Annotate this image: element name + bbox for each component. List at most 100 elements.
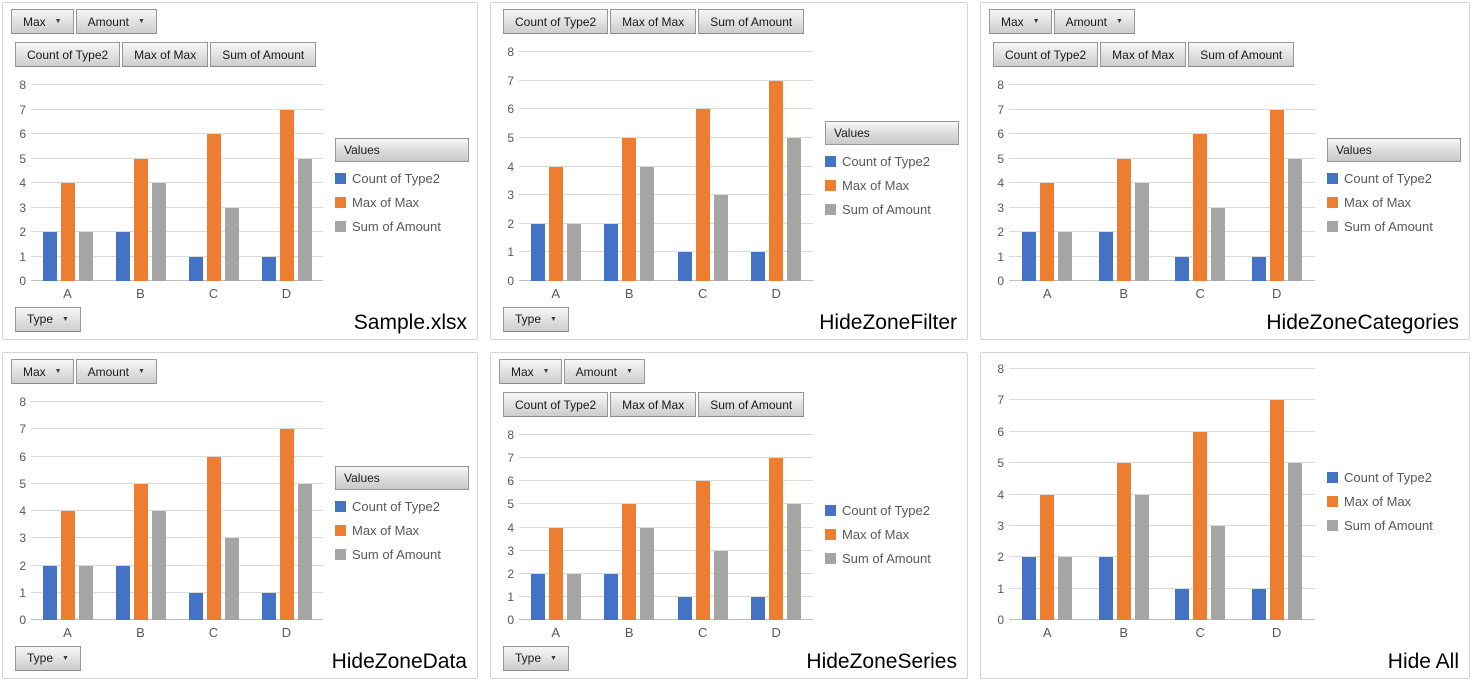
bar-max-of-max [548,166,563,281]
legend-label: Count of Type2 [352,498,440,514]
type-axis-button[interactable]: Type ▼ [15,645,81,671]
bar-sum-of-amount [1134,494,1149,620]
gridline [1009,182,1315,183]
x-axis-label: A [1042,285,1052,301]
field-button-count-of-type2[interactable]: Count of Type2 [503,9,609,34]
x-axis-label: A [551,624,561,640]
pivot-chart-panel: Max ▼ Amount ▼ 0 1 2 3 4 5 6 7 8 A B C D Values Count of T… [2,352,478,679]
filter-button-max[interactable]: Max ▼ [11,9,74,34]
field-button-max-of-max[interactable]: Max of Max [1100,42,1187,67]
legend-box: Values Count of Type2 Max of Max Sum of Amo… [1327,137,1461,243]
bar-groups [1009,85,1315,281]
y-axis-label: 2 [19,558,26,573]
y-axis-label: 8 [997,78,1004,92]
legend: Values Count of Type2 Max of Max Sum of Amo… [1327,75,1461,305]
legend-label: Count of Type2 [1344,470,1432,485]
type-axis-button[interactable]: Type ▼ [503,645,569,671]
bar-sum-of-amount [1058,232,1073,281]
bar-chart: 0 1 2 3 4 5 6 7 8 A B C D [989,359,1327,644]
bar-max-of-max [206,134,221,281]
bar-sum-of-amount [1058,557,1073,620]
y-axis-label: 2 [997,550,1004,565]
values-button-label: Values [344,470,380,485]
x-axis-label: D [771,624,781,640]
y-axis-label: 7 [507,451,514,466]
filter-button-amount[interactable]: Amount ▼ [75,9,157,34]
legend-label: Sum of Amount [842,551,931,566]
bar-chart: 0 1 2 3 4 5 6 7 8 A B C D [11,75,335,305]
bar-max-of-max [695,109,710,281]
chart-and-legend: 0 1 2 3 4 5 6 7 8 A B C D Values Count of Type2 Max of … [11,392,469,644]
x-axis-label: A [63,285,72,301]
legend-label: Sum of Amount [352,546,441,562]
data-field-zone: Count of Type2 Max of Max Sum of Amount [993,42,1461,67]
filter-button-label: Amount [87,364,129,379]
y-axis-label: 2 [19,225,26,239]
y-axis-label: 4 [507,520,514,535]
field-button-max-of-max[interactable]: Max of Max [122,42,209,67]
y-axis-label: 3 [507,543,514,558]
bar-sum-of-amount [151,183,166,281]
gridline [1009,255,1315,257]
values-field-button[interactable]: Values [335,465,469,490]
legend: Values Count of Type2 Max of Max Sum of Amo… [335,392,469,644]
legend-label: Count of Type2 [842,154,930,169]
field-button-sum-of-amount[interactable]: Sum of Amount [698,9,805,34]
filter-zone: Max ▼ Amount ▼ [11,359,469,384]
category-group-d [1239,85,1316,281]
chevron-down-icon: ▼ [137,18,145,25]
chevron-down-icon: ▼ [137,368,145,375]
pivot-chart-panel: Max ▼ Amount ▼ Count of Type2 Max of Max Sum o… [490,352,968,679]
legend-box: Count of Type2 Max of Max Sum of Amount [1327,461,1461,542]
filter-button-label: Amount [575,364,617,379]
filter-button-max[interactable]: Max ▼ [11,359,74,384]
y-axis: 0 1 2 3 4 5 6 7 8 [499,429,519,626]
type-axis-button[interactable]: Type ▼ [503,306,569,332]
field-button-sum-of-amount[interactable]: Sum of Amount [210,42,317,67]
field-button-count-of-type2[interactable]: Count of Type2 [15,42,121,67]
filter-button-max[interactable]: Max ▼ [989,9,1052,34]
filter-button-max[interactable]: Max ▼ [499,359,562,384]
field-button-count-of-type2[interactable]: Count of Type2 [993,42,1099,67]
x-axis-label: A [551,285,561,301]
field-button-max-of-max[interactable]: Max of Max [610,392,697,417]
filter-button-amount[interactable]: Amount ▼ [75,359,157,384]
filter-zone: Max ▼ Amount ▼ [499,359,959,384]
values-button-label: Values [834,126,870,140]
x-axis: A B C D [519,281,813,305]
x-axis-label: D [1272,624,1282,640]
type-axis-button[interactable]: Type ▼ [15,306,81,332]
values-field-button[interactable]: Values [335,137,469,162]
gridline [31,510,323,511]
chart-body: 0 1 2 3 4 5 6 7 8 [11,79,335,287]
bar-count-of-type2 [530,573,545,620]
legend-item: Count of Type2 [1327,470,1461,485]
x-axis-label: D [281,285,292,301]
category-group-b [1086,85,1163,281]
gridline [1009,108,1315,110]
x-axis-label: B [1119,624,1129,640]
panel-bottom: Type ▼ [11,305,469,333]
field-button-max-of-max[interactable]: Max of Max [610,9,697,34]
legend-swatch-count-of-type2 [1327,172,1338,184]
gridline [1009,462,1315,464]
category-group-a [31,85,104,281]
values-field-button[interactable]: Values [825,121,959,145]
bar-max-of-max [1193,431,1208,620]
filter-button-amount[interactable]: Amount ▼ [1053,9,1135,34]
y-axis-label: 8 [507,45,514,59]
legend-item: Sum of Amount [335,219,469,234]
x-axis-label: B [1119,285,1129,301]
field-button-count-of-type2[interactable]: Count of Type2 [503,392,609,417]
gridline [1009,84,1315,85]
y-axis: 0 1 2 3 4 5 6 7 8 [499,46,519,287]
filter-button-amount[interactable]: Amount ▼ [563,359,645,384]
field-button-sum-of-amount[interactable]: Sum of Amount [698,392,805,417]
values-field-button[interactable]: Values [1327,137,1461,162]
y-axis: 0 1 2 3 4 5 6 7 8 [989,79,1009,287]
bar-max-of-max [206,456,221,620]
field-button-sum-of-amount[interactable]: Sum of Amount [1188,42,1295,67]
legend-item: Count of Type2 [1327,171,1461,186]
legend-label: Max of Max [1344,494,1412,509]
y-axis-label: 6 [19,449,26,464]
